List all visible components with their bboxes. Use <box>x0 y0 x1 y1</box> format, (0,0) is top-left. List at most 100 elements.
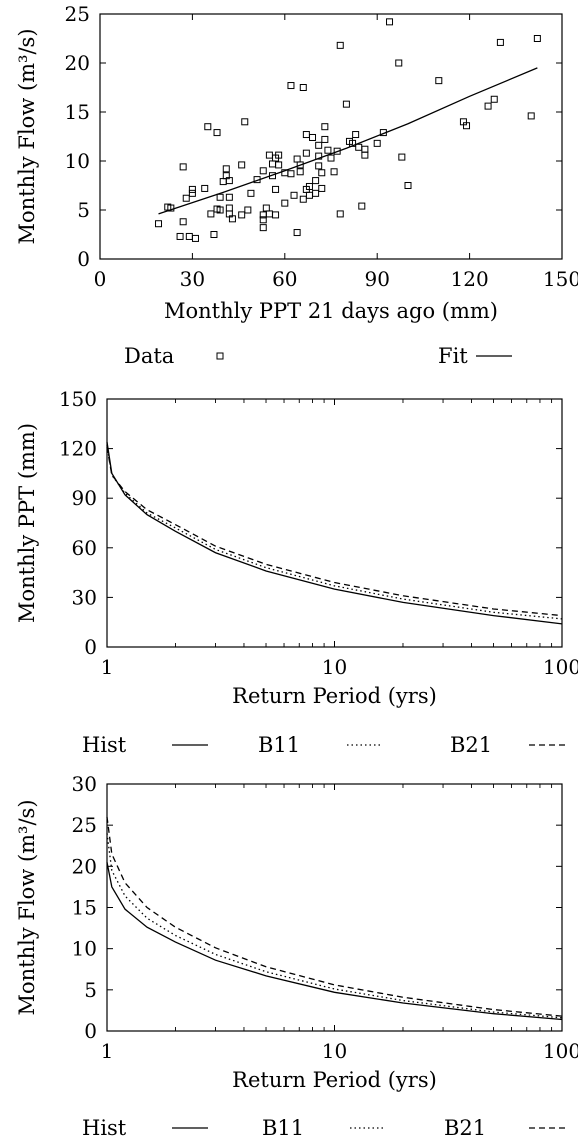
data-point <box>527 112 535 120</box>
data-point <box>247 189 255 197</box>
data-point <box>204 123 212 131</box>
x-tick-label: 150 <box>543 267 578 291</box>
data-point <box>167 204 175 212</box>
data-point <box>361 145 369 153</box>
x-tick-label: 1 <box>101 655 114 679</box>
data-point <box>404 182 412 189</box>
data-point <box>216 193 224 201</box>
data-point <box>302 131 310 139</box>
legend: Data Fit <box>124 344 512 368</box>
y-axis-label: Monthly PPT (mm) <box>15 423 39 623</box>
y-tick-label: 15 <box>72 896 97 920</box>
x-tick-label: 90 <box>364 267 389 291</box>
series-line-b21 <box>106 446 563 617</box>
x-tick-label: 120 <box>451 267 489 291</box>
data-point <box>188 189 196 197</box>
x-tick-label: 10 <box>322 1039 347 1063</box>
data-point <box>293 229 301 237</box>
y-tick-label: 20 <box>72 854 97 878</box>
data-point <box>361 151 369 159</box>
data-point <box>238 211 246 219</box>
x-tick-label: 100 <box>543 655 578 679</box>
data-point <box>275 161 283 169</box>
y-tick-label: 15 <box>65 100 90 124</box>
data-point <box>268 160 276 168</box>
x-tick-label: 100 <box>543 1039 578 1063</box>
data-point <box>330 168 338 176</box>
legend: Hist B11 B21 <box>82 733 565 757</box>
data-point <box>293 155 301 163</box>
data-point <box>259 216 267 224</box>
data-point <box>398 153 406 161</box>
data-point <box>463 122 471 130</box>
legend-label-hist: Hist <box>82 1116 127 1140</box>
data-point <box>315 141 323 149</box>
data-point <box>244 206 252 214</box>
data-point <box>302 149 310 157</box>
data-point <box>238 161 246 169</box>
data-point <box>299 84 307 91</box>
data-point <box>290 191 298 199</box>
data-point <box>176 232 184 240</box>
data-point <box>155 220 163 228</box>
data-point <box>179 218 187 226</box>
data-point <box>342 100 350 108</box>
y-tick-label: 10 <box>72 937 97 961</box>
x-tick-label: 30 <box>180 267 205 291</box>
x-tick-label: 10 <box>322 655 347 679</box>
data-point <box>352 131 360 139</box>
series-line-b21 <box>106 816 563 1017</box>
y-tick-label: 25 <box>65 2 90 26</box>
axis-ticks: 0 30 60 90 120 150 0 5 10 15 20 25 <box>65 2 578 291</box>
data-point <box>484 102 492 110</box>
data-point <box>358 202 366 210</box>
data-point <box>207 210 215 218</box>
x-axis-label: Return Period (yrs) <box>232 1068 437 1092</box>
data-point <box>272 185 280 193</box>
data-point <box>321 123 329 131</box>
data-point <box>296 168 304 176</box>
data-point <box>275 151 283 159</box>
legend-label-hist: Hist <box>82 733 127 757</box>
data-point <box>219 178 227 186</box>
data-marks <box>106 441 563 625</box>
legend-label-b11: B11 <box>262 1116 304 1140</box>
data-point <box>185 232 193 240</box>
data-point <box>179 163 187 171</box>
data-marks <box>155 18 541 242</box>
y-tick-label: 0 <box>84 1019 97 1043</box>
series-line-fit <box>158 67 538 215</box>
data-marks <box>106 816 563 1021</box>
y-tick-label: 0 <box>77 247 90 271</box>
series-line-b11 <box>106 445 563 620</box>
legend-label-b21: B21 <box>450 733 492 757</box>
legend: Hist B11 B21 <box>82 1116 565 1140</box>
y-tick-label: 5 <box>77 198 90 222</box>
y-tick-label: 20 <box>65 51 90 75</box>
y-tick-label: 120 <box>59 437 97 461</box>
series-line-b11 <box>106 833 563 1019</box>
data-point <box>355 143 363 151</box>
y-tick-label: 30 <box>72 772 97 796</box>
data-point <box>496 38 504 46</box>
data-point <box>225 177 233 185</box>
data-point <box>305 191 313 199</box>
y-axis-label: Monthly Flow (m³/s) <box>15 799 39 1015</box>
legend-label-b11: B11 <box>258 733 300 757</box>
data-point <box>305 182 313 190</box>
axis-ticks: 1 10 100 0 5 10 15 20 25 30 <box>72 772 578 1063</box>
y-tick-label: 30 <box>72 585 97 609</box>
data-point <box>262 204 270 212</box>
data-point <box>309 133 317 141</box>
data-point <box>201 184 209 192</box>
data-point <box>312 189 320 197</box>
axes-frame <box>106 783 563 1032</box>
data-point <box>228 215 236 223</box>
data-point <box>296 161 304 169</box>
data-point <box>327 154 335 162</box>
y-tick-label: 0 <box>84 635 97 659</box>
data-point <box>213 129 221 137</box>
legend-swatch-data <box>216 352 224 360</box>
